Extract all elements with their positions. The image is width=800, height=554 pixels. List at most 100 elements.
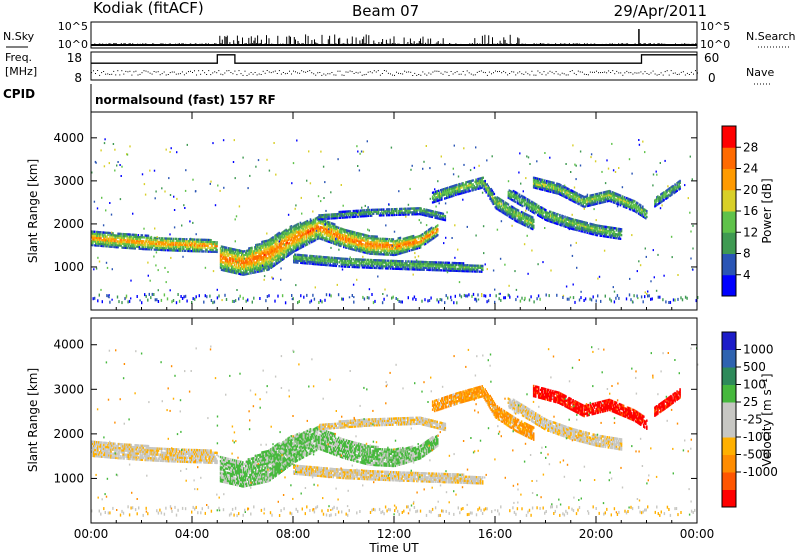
nave-dot bbox=[398, 72, 399, 74]
nave-dot bbox=[274, 70, 276, 72]
velocity-ytick-label-2000: 2000 bbox=[53, 427, 84, 441]
nave-dot bbox=[333, 74, 335, 76]
nave-dot bbox=[604, 71, 606, 73]
nave-dot bbox=[555, 71, 557, 73]
nave-dot bbox=[327, 73, 329, 75]
nave-dot bbox=[519, 71, 521, 73]
velocity-colorbar-tick-label-2: 100 bbox=[743, 378, 766, 392]
nave-dot bbox=[139, 73, 141, 75]
nave-dot bbox=[198, 70, 200, 72]
nave-dot bbox=[107, 73, 109, 75]
time-xlabel: Time UT bbox=[368, 541, 419, 554]
nave-dot bbox=[697, 72, 698, 74]
nave-dot bbox=[414, 72, 416, 74]
nave-dot bbox=[371, 72, 373, 74]
nave-dot bbox=[622, 74, 624, 76]
nave-dot bbox=[410, 71, 412, 73]
nave-dot bbox=[188, 71, 189, 73]
nave-dot bbox=[432, 71, 434, 73]
nave-dot bbox=[509, 73, 511, 74]
nave-dot bbox=[589, 71, 591, 73]
nave-dot bbox=[137, 74, 139, 76]
nave-dot bbox=[387, 72, 389, 74]
nave-dot bbox=[341, 74, 343, 76]
nave-dot bbox=[319, 72, 321, 73]
nave-dot bbox=[511, 71, 513, 73]
nave-dot bbox=[272, 71, 274, 73]
nave-dot bbox=[406, 71, 408, 73]
nave-dot bbox=[216, 72, 218, 74]
nave-dot bbox=[690, 71, 692, 73]
nave-dot bbox=[408, 71, 410, 73]
nave-dot bbox=[571, 70, 573, 72]
nave-dot bbox=[185, 72, 187, 74]
nave-label: Nave bbox=[746, 66, 774, 79]
nave-dot bbox=[612, 70, 614, 72]
nave-dot bbox=[614, 73, 616, 75]
nave-trace bbox=[91, 70, 698, 76]
heat-band-a bbox=[91, 440, 218, 465]
nave-dot bbox=[224, 72, 226, 74]
nave-dot bbox=[353, 73, 355, 74]
nave-dot bbox=[345, 71, 347, 73]
nave-dot bbox=[450, 71, 452, 72]
freq-right-tick-bottom: 0 bbox=[708, 71, 716, 85]
nave-dot bbox=[402, 73, 404, 75]
nave-dot bbox=[291, 73, 292, 75]
velocity-colorbar-swatch-7 bbox=[722, 367, 736, 385]
nave-dot bbox=[240, 73, 242, 75]
nave-dot bbox=[286, 72, 288, 74]
nave-dot bbox=[127, 71, 129, 73]
nave-dot bbox=[577, 70, 579, 72]
beam-title: Beam 07 bbox=[352, 2, 419, 20]
nave-dot bbox=[315, 74, 317, 76]
nave-dot bbox=[97, 70, 99, 71]
nave-dot bbox=[307, 70, 309, 72]
nave-dot bbox=[234, 70, 236, 72]
nave-dot bbox=[484, 72, 486, 74]
nave-dot bbox=[583, 73, 585, 75]
nave-dot bbox=[141, 72, 143, 74]
nave-dot bbox=[373, 70, 375, 72]
power-colorbar-tick-label-5: 24 bbox=[743, 162, 758, 176]
nave-dot bbox=[656, 74, 658, 76]
nave-dot bbox=[434, 70, 436, 72]
power-colorbar-ticks: 4 8 12 16 20 24 28 bbox=[736, 140, 758, 282]
nave-dot bbox=[600, 72, 601, 74]
nave-dot bbox=[329, 73, 331, 75]
nave-dot bbox=[634, 72, 636, 74]
nave-dot bbox=[135, 70, 137, 72]
nave-dot bbox=[594, 71, 595, 73]
nave-dot bbox=[420, 74, 422, 76]
nave-dot bbox=[545, 74, 547, 76]
nave-dot bbox=[347, 71, 349, 73]
nave-dot bbox=[103, 71, 105, 72]
velocity-colorbar-tick-label-7: -1000 bbox=[743, 465, 778, 479]
heat-speckles bbox=[91, 345, 699, 518]
power-colorbar-swatch-7 bbox=[722, 126, 736, 148]
nave-dot bbox=[264, 72, 266, 74]
nave-dot bbox=[452, 73, 454, 75]
heat-band-f bbox=[532, 176, 648, 220]
nave-dot bbox=[390, 73, 391, 75]
nave-dot bbox=[303, 71, 305, 73]
freq-panel-frame bbox=[90, 51, 698, 81]
power-colorbar-swatch-3 bbox=[722, 211, 736, 233]
nave-dot bbox=[363, 74, 365, 76]
nave-dot bbox=[299, 72, 301, 74]
nave-dot bbox=[547, 72, 549, 74]
nave-dot bbox=[684, 74, 686, 76]
nave-dot bbox=[359, 71, 361, 73]
nave-dot bbox=[470, 73, 472, 75]
nave-dot bbox=[444, 71, 446, 73]
nave-dot bbox=[626, 70, 628, 72]
nave-dot bbox=[351, 71, 353, 73]
nave-dot bbox=[456, 71, 458, 73]
nave-dot bbox=[535, 74, 537, 76]
nave-dot bbox=[430, 73, 432, 75]
nave-dot bbox=[218, 70, 220, 72]
nave-dot bbox=[109, 74, 111, 75]
nave-dot bbox=[468, 72, 470, 74]
heat-band-g bbox=[654, 179, 681, 208]
